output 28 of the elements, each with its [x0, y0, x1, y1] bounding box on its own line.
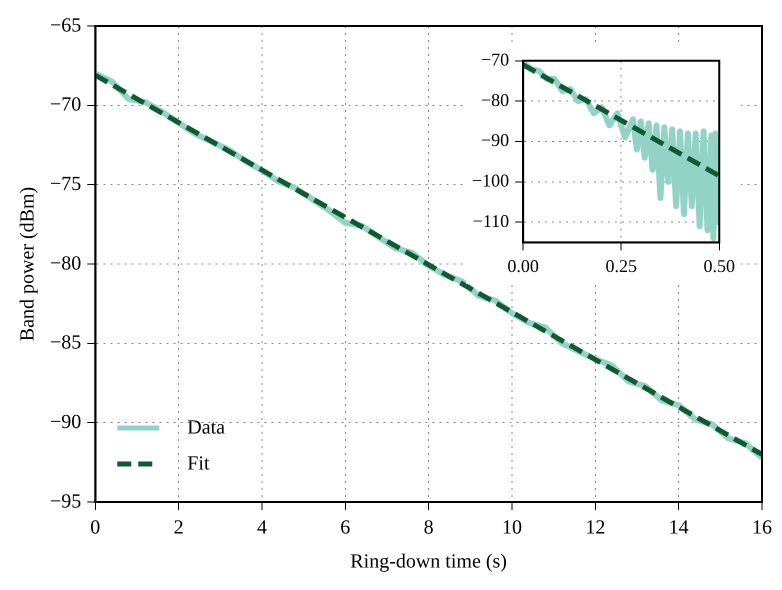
y-tick-label: −95: [50, 490, 82, 512]
legend-label: Fit: [187, 452, 210, 474]
y-tick-label: −90: [480, 130, 510, 150]
legend-label: Data: [187, 416, 226, 438]
y-tick-label: −90: [50, 410, 82, 433]
x-tick-label: 0.25: [605, 256, 637, 276]
y-tick-label: −85: [50, 332, 82, 354]
y-axis-title: Band power (dBm): [16, 186, 38, 342]
x-tick-label: 0.00: [507, 256, 539, 276]
x-axis-title: Ring-down time (s): [350, 550, 507, 572]
y-tick-label: −110: [472, 210, 510, 231]
y-tick-label: −100: [472, 170, 510, 191]
x-tick-label: 8: [424, 516, 434, 538]
x-tick-label: 16: [752, 516, 772, 538]
x-tick-label: 0: [90, 516, 100, 538]
y-tick-label: −80: [50, 252, 82, 274]
x-tick-label: 0.50: [704, 256, 735, 276]
y-tick-label: −65: [50, 14, 82, 36]
y-tick-label: −80: [480, 90, 510, 110]
x-tick-label: 4: [256, 516, 267, 538]
x-tick-label: 12: [585, 516, 606, 538]
x-tick-label: 14: [668, 516, 689, 538]
y-tick-label: −70: [480, 50, 510, 70]
y-tick-label: −70: [50, 94, 82, 116]
x-tick-label: 10: [502, 516, 522, 538]
y-tick-label: −75: [50, 172, 82, 195]
x-tick-label: 6: [340, 516, 350, 538]
x-tick-label: 2: [174, 516, 184, 538]
